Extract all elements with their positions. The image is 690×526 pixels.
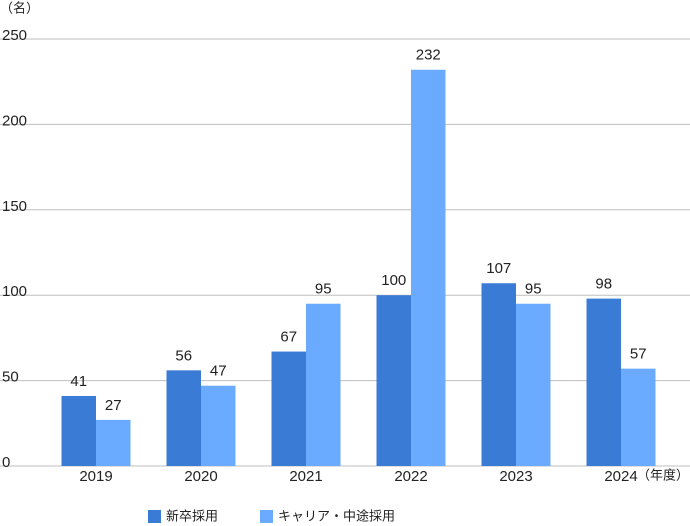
legend-swatch bbox=[148, 510, 161, 523]
y-axis-label: （名） bbox=[0, 0, 39, 15]
x-tick-label: 2022 bbox=[394, 468, 427, 485]
bar bbox=[586, 298, 621, 466]
value-label: 57 bbox=[630, 346, 647, 363]
bar bbox=[61, 395, 96, 466]
x-tick-label: 2023 bbox=[499, 468, 532, 485]
bar bbox=[201, 385, 236, 466]
y-tick-label: 50 bbox=[2, 369, 19, 386]
bar bbox=[96, 419, 131, 466]
value-label: 98 bbox=[595, 276, 612, 293]
bar bbox=[621, 368, 656, 466]
x-tick-label: 2019 bbox=[79, 468, 112, 485]
value-label: 41 bbox=[70, 373, 87, 390]
value-label: 67 bbox=[280, 329, 297, 346]
value-label: 107 bbox=[486, 260, 511, 277]
bar bbox=[306, 303, 341, 466]
value-label: 232 bbox=[416, 47, 441, 64]
y-tick-label: 250 bbox=[2, 27, 27, 44]
x-tick-label: 2020 bbox=[184, 468, 217, 485]
bar bbox=[376, 295, 411, 466]
y-tick-label: 0 bbox=[2, 454, 10, 471]
y-tick-label: 100 bbox=[2, 283, 27, 300]
legend-label: 新卒採用 bbox=[166, 508, 218, 523]
y-tick-label: 150 bbox=[2, 198, 27, 215]
value-label: 95 bbox=[315, 281, 332, 298]
value-label: 100 bbox=[381, 272, 406, 289]
value-label: 95 bbox=[525, 281, 542, 298]
legend-swatch bbox=[260, 510, 273, 523]
value-label: 27 bbox=[105, 397, 122, 414]
legend-label: キャリア・中途採用 bbox=[278, 508, 395, 523]
bar bbox=[166, 370, 201, 466]
value-label: 56 bbox=[175, 347, 192, 364]
value-label: 47 bbox=[210, 363, 227, 380]
bar bbox=[411, 69, 446, 466]
y-tick-label: 200 bbox=[2, 112, 27, 129]
bar bbox=[516, 303, 551, 466]
bar bbox=[481, 283, 516, 466]
x-tick-label: 2021 bbox=[289, 468, 322, 485]
x-axis-label: （年度） bbox=[637, 467, 689, 482]
bar bbox=[271, 351, 306, 466]
x-tick-label: 2024 bbox=[604, 468, 637, 485]
